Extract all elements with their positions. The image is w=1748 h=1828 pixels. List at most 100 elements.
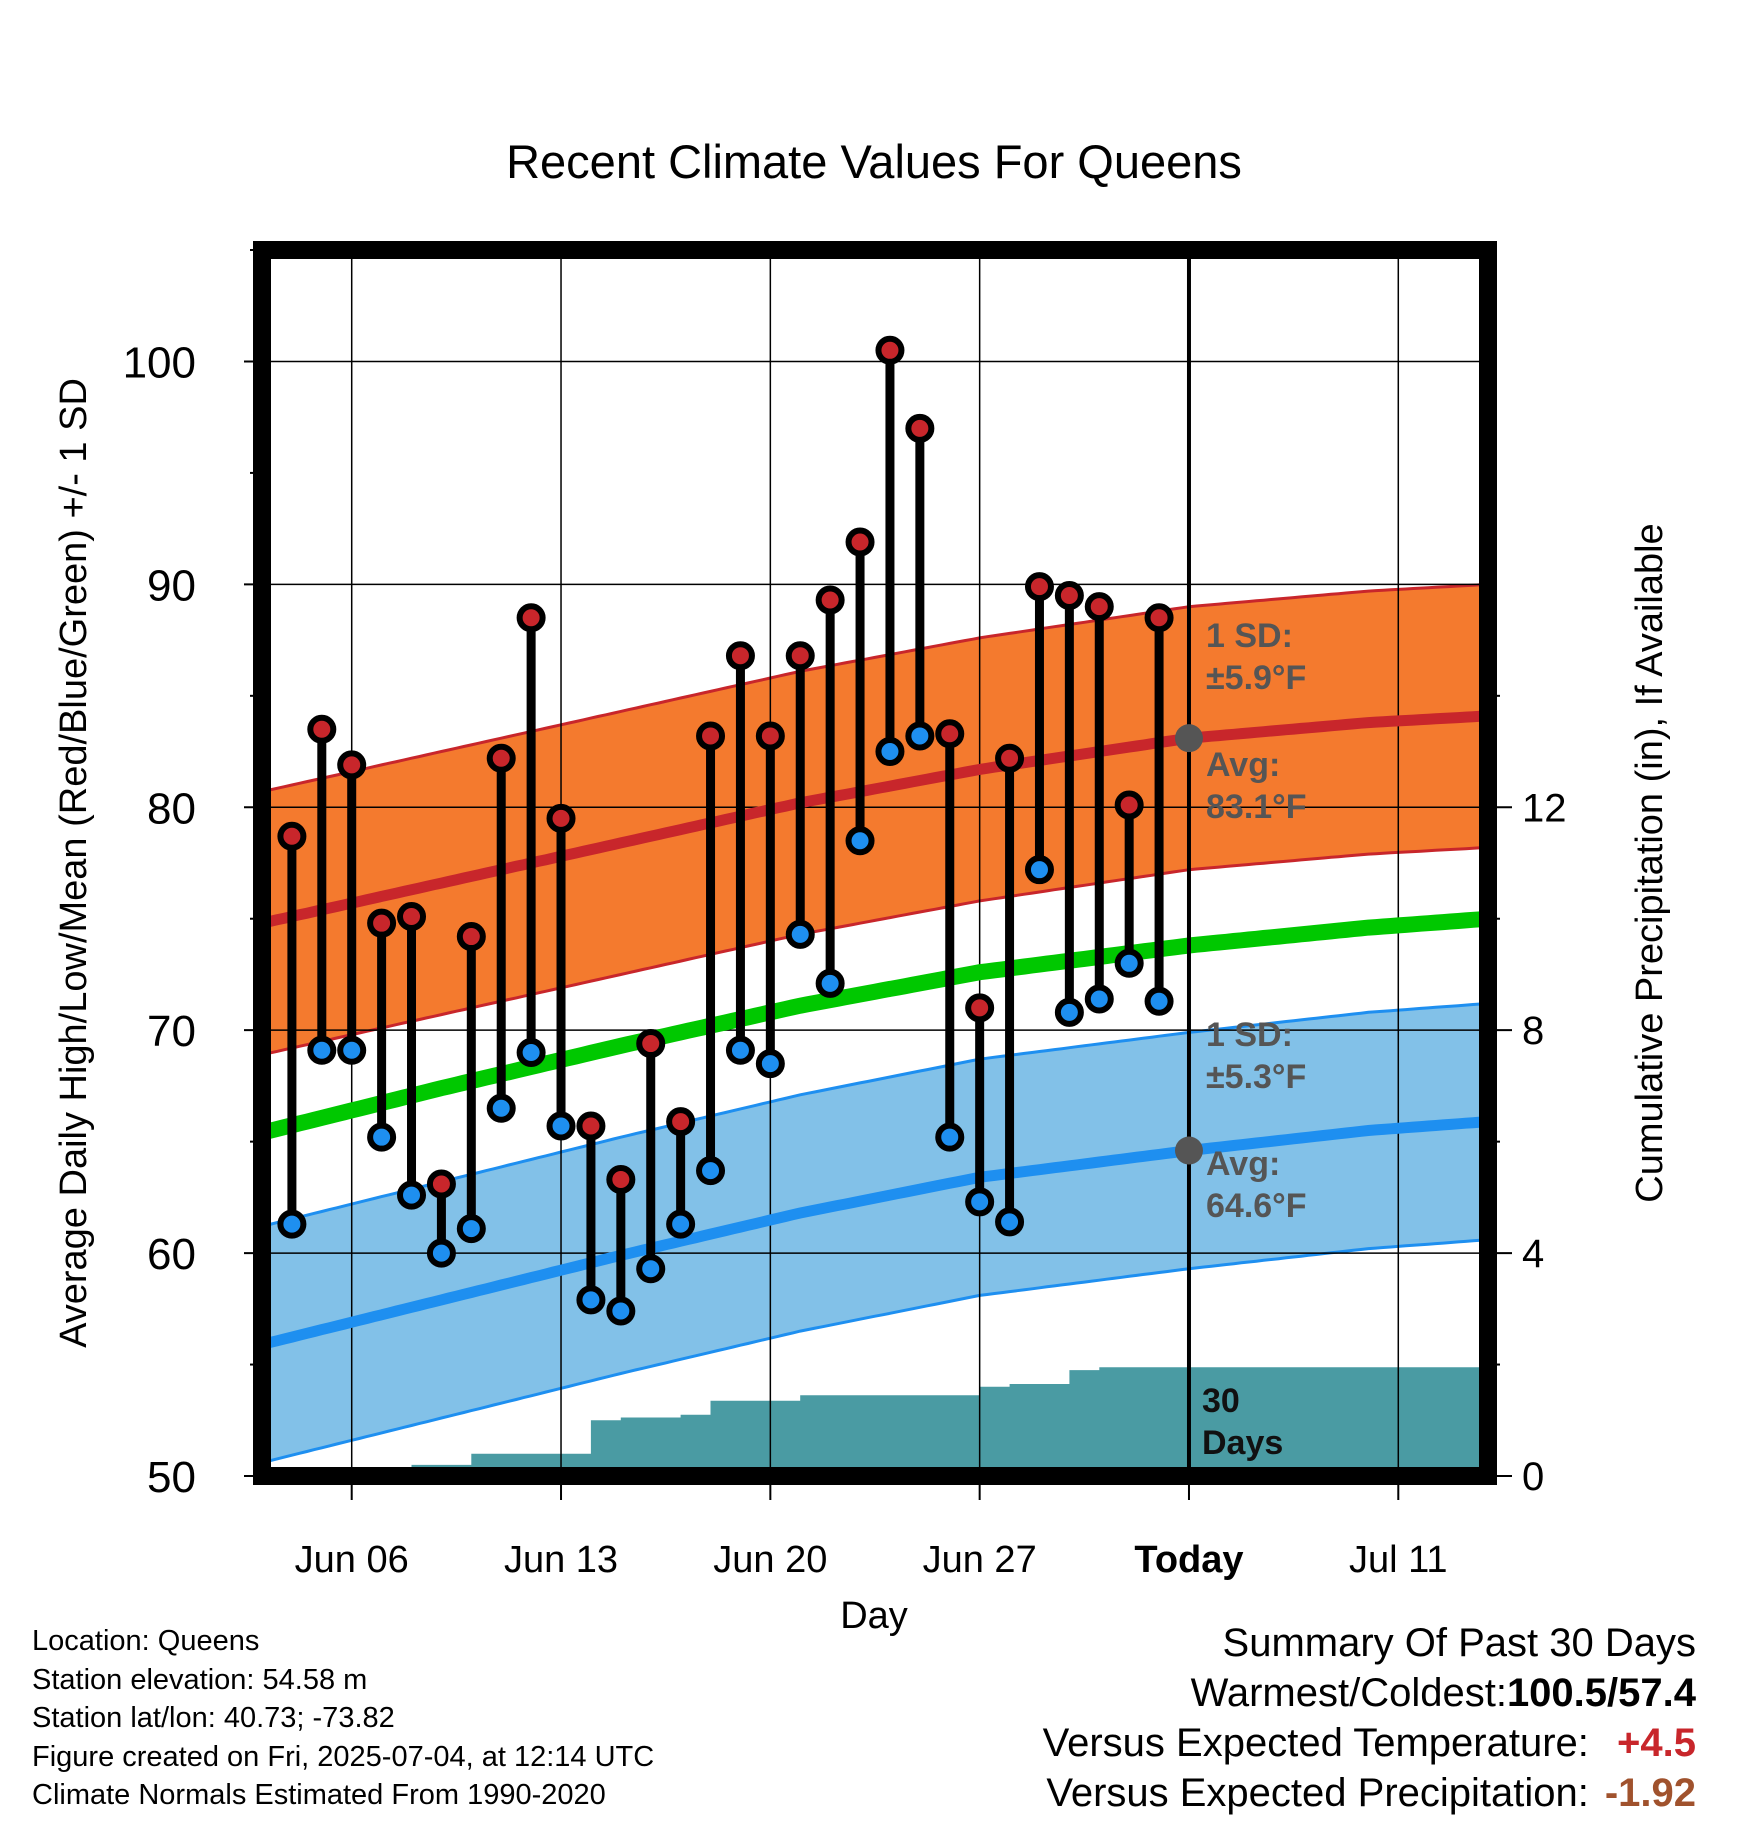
days-annotation: Days xyxy=(1202,1424,1283,1462)
temp-anomaly-row: Versus Expected Temperature: +4.5 xyxy=(1043,1718,1696,1768)
daily-low-point xyxy=(1114,948,1144,978)
precip-anomaly-row: Versus Expected Precipitation: -1.92 xyxy=(1043,1768,1696,1818)
daily-high-point xyxy=(516,603,546,633)
daily-low-point xyxy=(1054,997,1084,1027)
daily-high-point xyxy=(277,821,307,851)
daily-low-point xyxy=(845,826,875,856)
daily-low-point xyxy=(397,1180,427,1210)
plot-frame xyxy=(253,241,1497,1485)
y2-tick-label: 8 xyxy=(1522,1009,1544,1053)
x-tick-label: Jun 06 xyxy=(295,1539,409,1581)
daily-low-point xyxy=(755,1049,785,1079)
daily-low-point xyxy=(935,1122,965,1152)
created-text: Figure created on Fri, 2025-07-04, at 12… xyxy=(32,1740,655,1773)
daily-high-point xyxy=(426,1169,456,1199)
daily-high-point xyxy=(875,335,905,365)
high-sd-annotation: 1 SD: xyxy=(1206,617,1293,655)
grid-lines xyxy=(262,250,1488,1476)
normal-mean-line xyxy=(262,910,1488,1141)
low-sd-annotation: 1 SD: xyxy=(1206,1016,1293,1054)
location-text: Location: Queens xyxy=(32,1625,260,1657)
y-tick-label: 50 xyxy=(147,1453,196,1502)
y-tick-label: 90 xyxy=(147,561,196,610)
daily-high-point xyxy=(845,527,875,557)
daily-high-point xyxy=(1114,790,1144,820)
daily-low-point xyxy=(1024,855,1054,885)
daily-low-point xyxy=(367,1122,397,1152)
high-sd-annotation: ±5.9°F xyxy=(1206,659,1306,697)
daily-low-point xyxy=(815,968,845,998)
days-annotation: 30 xyxy=(1202,1382,1240,1420)
daily-high-point xyxy=(905,413,935,443)
daily-low-point xyxy=(1084,984,1114,1014)
daily-low-point xyxy=(875,737,905,767)
x-tick-label: Jul 11 xyxy=(1349,1539,1448,1581)
warmest-coldest-label: Warmest/Coldest: xyxy=(1190,1671,1507,1715)
x-axis-label: Day xyxy=(840,1595,908,1637)
precip-anomaly-label: Versus Expected Precipitation: xyxy=(1046,1771,1589,1815)
daily-high-point xyxy=(397,901,427,931)
high-avg-annotation: Avg: xyxy=(1206,746,1280,784)
y-axis-label: Average Daily High/Low/Mean (Red/Blue/Gr… xyxy=(53,378,95,1348)
y2-tick-label: 12 xyxy=(1522,786,1567,830)
daily-high-point xyxy=(785,641,815,671)
x-tick-label: Jun 27 xyxy=(923,1539,1037,1581)
elevation-text: Station elevation: 54.58 m xyxy=(32,1663,368,1696)
today-high-avg-point xyxy=(1174,724,1203,753)
daily-low-point xyxy=(965,1187,995,1217)
daily-low-point xyxy=(337,1035,367,1065)
daily-high-point xyxy=(337,750,367,780)
daily-high-point xyxy=(367,908,397,938)
precip-area xyxy=(262,1367,1488,1476)
daily-low-point xyxy=(785,919,815,949)
high-avg-annotation: 83.1°F xyxy=(1206,788,1307,826)
daily-high-point xyxy=(995,743,1025,773)
station-info: Location: Queens Station elevation: 54.5… xyxy=(32,1622,654,1815)
summary-title: Summary Of Past 30 Days xyxy=(1222,1621,1696,1665)
x-tick-label: Jun 20 xyxy=(713,1539,827,1581)
daily-high-point xyxy=(1144,603,1174,633)
y2-tick-label: 4 xyxy=(1522,1232,1544,1276)
daily-low-point xyxy=(1144,986,1174,1016)
normal-high-line xyxy=(262,710,1488,929)
daily-low-point xyxy=(546,1111,576,1141)
daily-high-point xyxy=(606,1165,636,1195)
today-low-avg-point xyxy=(1174,1136,1203,1165)
low-avg-annotation: Avg: xyxy=(1206,1145,1280,1183)
x-tick-label: Jun 13 xyxy=(504,1539,618,1581)
daily-low-point xyxy=(576,1285,606,1315)
daily-high-point xyxy=(725,641,755,671)
daily-high-point xyxy=(1054,581,1084,611)
daily-high-point xyxy=(307,714,337,744)
daily-high-point xyxy=(666,1107,696,1137)
latlon-text: Station lat/lon: 40.73; -73.82 xyxy=(32,1702,395,1734)
daily-low-point xyxy=(486,1093,516,1123)
daily-low-point xyxy=(905,721,935,751)
daily-low-point xyxy=(636,1254,666,1284)
daily-low-point xyxy=(696,1156,726,1186)
daily-low-point xyxy=(516,1037,546,1067)
daily-high-point xyxy=(1084,592,1114,622)
y-tick-label: 80 xyxy=(147,784,196,833)
precip-anomaly-value: -1.92 xyxy=(1604,1771,1696,1815)
daily-high-point xyxy=(486,743,516,773)
daily-low-point xyxy=(666,1209,696,1239)
daily-low-point xyxy=(725,1035,755,1065)
daily-high-point xyxy=(935,719,965,749)
low-sd-annotation: ±5.3°F xyxy=(1206,1058,1306,1096)
daily-high-point xyxy=(965,993,995,1023)
daily-low-point xyxy=(995,1207,1025,1237)
daily-low-point xyxy=(456,1214,486,1244)
y-tick-label: 60 xyxy=(147,1230,196,1279)
high-sd-band xyxy=(262,582,1488,1057)
temp-anomaly-value: +4.5 xyxy=(1617,1721,1696,1765)
warmest-coldest-row: Warmest/Coldest:100.5/57.4 xyxy=(1043,1668,1696,1718)
daily-high-point xyxy=(1024,572,1054,602)
y-tick-label: 100 xyxy=(123,338,196,387)
temp-anomaly-label: Versus Expected Temperature: xyxy=(1042,1721,1589,1765)
daily-low-point xyxy=(426,1238,456,1268)
daily-high-point xyxy=(576,1111,606,1141)
daily-high-point xyxy=(815,585,845,615)
low-avg-annotation: 64.6°F xyxy=(1206,1187,1307,1225)
daily-high-point xyxy=(755,721,785,751)
